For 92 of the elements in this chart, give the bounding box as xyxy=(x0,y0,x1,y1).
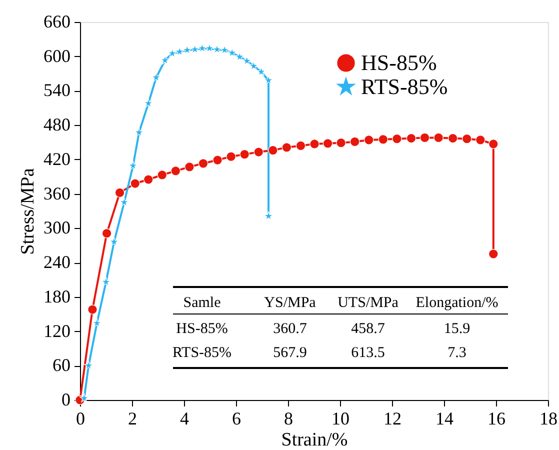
x-tick-label: 0 xyxy=(76,408,85,428)
point xyxy=(310,139,320,149)
point xyxy=(420,132,430,143)
y-axis-title: Stress/MPa xyxy=(18,168,38,255)
point xyxy=(220,45,230,54)
point xyxy=(488,139,498,149)
y-tick-label: 60 xyxy=(52,355,70,376)
x-tick-label: 18 xyxy=(540,408,558,428)
legend-label: HS-85% xyxy=(361,50,437,75)
y-tick-label: 120 xyxy=(44,320,70,341)
point xyxy=(226,152,236,162)
y-tick-label: 480 xyxy=(44,114,70,135)
annotation: 567.9 xyxy=(273,345,307,361)
point xyxy=(84,360,94,370)
point xyxy=(242,56,252,65)
point xyxy=(212,44,222,54)
annotation: 458.7 xyxy=(351,321,386,337)
x-tick-label: 2 xyxy=(128,408,137,428)
point xyxy=(109,237,119,246)
y-tick-label: 600 xyxy=(44,46,70,66)
point xyxy=(364,135,374,145)
point xyxy=(130,178,140,188)
annotation: 613.5 xyxy=(351,345,385,361)
y-tick-label: 0 xyxy=(62,390,70,410)
point xyxy=(462,134,472,144)
point xyxy=(248,61,258,70)
annotation: 15.9 xyxy=(444,321,470,337)
point xyxy=(170,166,181,176)
point xyxy=(488,249,498,259)
annotation: 360.7 xyxy=(273,321,308,337)
annotation: UTS/MPa xyxy=(338,295,399,311)
annotation: HS-85% xyxy=(176,321,228,337)
x-axis-title: Strain/% xyxy=(281,430,348,450)
point xyxy=(212,155,222,165)
annotation: Samle xyxy=(183,295,222,311)
point xyxy=(350,136,360,147)
point xyxy=(198,158,208,168)
point xyxy=(378,134,388,144)
point xyxy=(143,174,154,184)
x-tick-label: 6 xyxy=(232,408,241,428)
point xyxy=(434,132,444,143)
point xyxy=(264,211,274,220)
x-tick-label: 16 xyxy=(488,408,506,428)
point xyxy=(282,142,292,152)
annotation: 7.3 xyxy=(448,345,466,361)
point xyxy=(475,135,486,145)
point xyxy=(254,147,264,157)
point xyxy=(336,138,346,148)
y-tick-label: 300 xyxy=(44,218,70,238)
point xyxy=(184,162,194,172)
point xyxy=(322,138,333,148)
x-tick-label: 10 xyxy=(332,408,350,428)
point xyxy=(182,45,192,54)
legend-label: RTS-85% xyxy=(361,74,448,99)
annotation: RTS-85% xyxy=(172,345,232,361)
point xyxy=(128,160,138,170)
point xyxy=(88,304,98,314)
y-tick-label: 660 xyxy=(44,12,70,32)
point xyxy=(392,134,402,144)
point xyxy=(157,170,168,180)
y-tick-label: 240 xyxy=(44,252,70,272)
annotation: Elongation/% xyxy=(416,295,498,311)
point xyxy=(296,140,306,151)
point xyxy=(227,48,237,57)
point xyxy=(174,46,184,56)
point xyxy=(190,44,200,54)
point xyxy=(268,145,278,156)
point xyxy=(264,76,274,84)
point xyxy=(79,393,89,402)
y-tick-label: 540 xyxy=(44,80,70,100)
y-tick-label: 420 xyxy=(44,148,70,169)
point xyxy=(448,133,458,144)
point xyxy=(92,318,102,328)
point xyxy=(234,52,244,61)
y-tick-label: 180 xyxy=(44,286,70,306)
point xyxy=(134,128,144,137)
point xyxy=(151,72,161,82)
point xyxy=(120,198,129,206)
y-tick-label: 360 xyxy=(44,183,70,204)
x-tick-label: 4 xyxy=(180,408,189,428)
point xyxy=(204,43,214,52)
point xyxy=(102,228,112,238)
x-tick-label: 12 xyxy=(384,408,402,428)
annotation: YS/MPa xyxy=(264,295,316,311)
point xyxy=(144,98,154,108)
point xyxy=(114,188,125,198)
point xyxy=(160,55,170,64)
point xyxy=(240,149,250,160)
point xyxy=(406,133,416,144)
x-tick-label: 14 xyxy=(436,408,454,428)
x-tick-label: 8 xyxy=(284,408,293,428)
point xyxy=(101,277,111,286)
